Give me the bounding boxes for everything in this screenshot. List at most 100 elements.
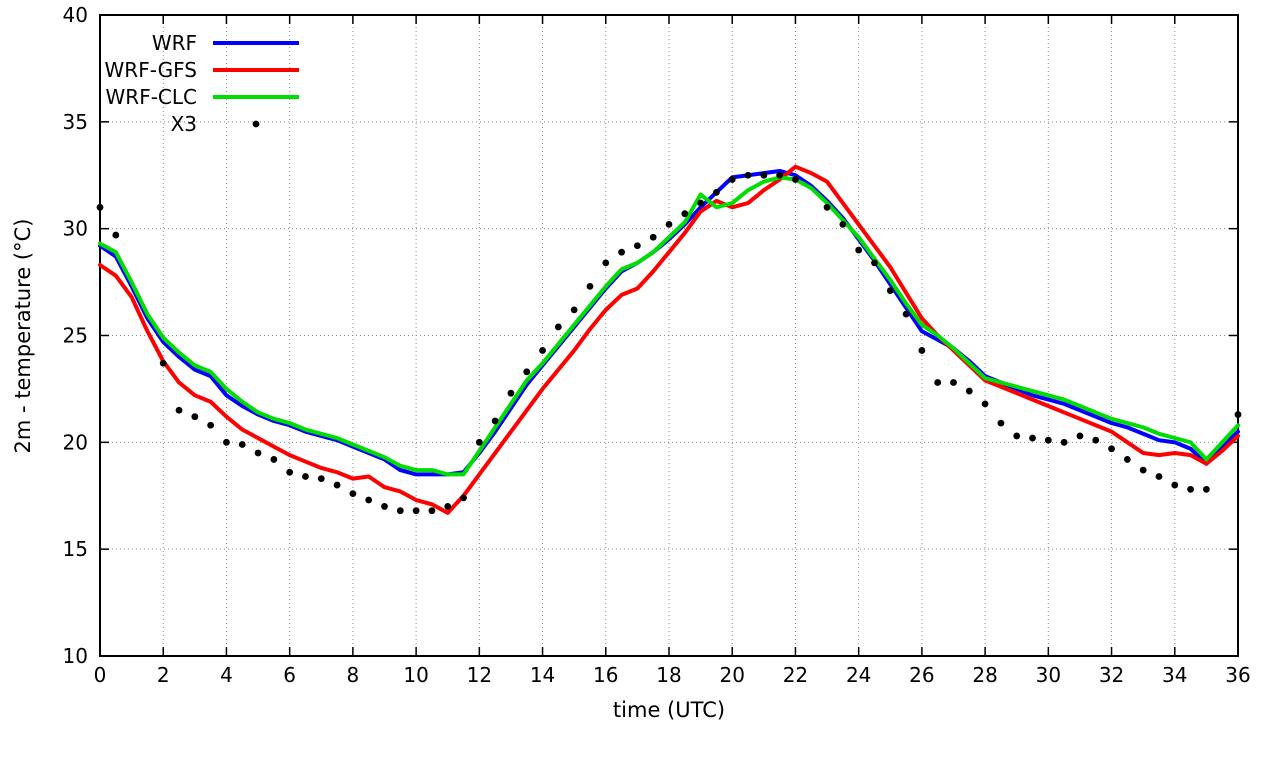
x3-point (491, 417, 499, 425)
x-tick-label: 6 (283, 663, 296, 687)
x-tick-label: 16 (593, 663, 618, 687)
x-tick-label: 32 (1099, 663, 1124, 687)
x3-point (1013, 432, 1021, 440)
x3-point (207, 421, 215, 429)
y-tick-label: 20 (63, 430, 88, 454)
x3-point (1044, 436, 1052, 444)
x3-point (997, 419, 1005, 427)
legend-entry-wrf-gfs: WRF-GFS (105, 58, 299, 82)
legend-entry-wrf-clc: WRF-CLC (106, 85, 299, 109)
x-tick-label: 36 (1225, 663, 1250, 687)
x3-point (950, 379, 957, 386)
legend-sample-x3 (252, 120, 260, 128)
x3-point (697, 199, 705, 207)
x3-point (665, 220, 673, 228)
x3-point (507, 389, 515, 397)
x3-point (554, 323, 562, 331)
x3-point (1234, 411, 1242, 418)
x3-point (1139, 466, 1147, 474)
x-tick-label: 18 (656, 663, 681, 687)
y-tick-label: 25 (63, 324, 88, 348)
y-tick-label: 40 (63, 3, 88, 27)
x3-point (302, 473, 309, 480)
x3-point (238, 441, 246, 448)
x3-point (539, 347, 546, 354)
x3-point (223, 438, 230, 446)
x-tick-label: 24 (846, 663, 871, 687)
y-tick-label: 10 (63, 644, 88, 668)
x3-point (460, 494, 467, 502)
x-tick-label: 22 (783, 663, 808, 687)
x3-point (886, 287, 894, 295)
x3-point (175, 406, 183, 414)
x3-point (317, 475, 325, 483)
x3-point (1092, 436, 1100, 444)
x-tick-label: 2 (157, 663, 170, 687)
legend-label-wrf-gfs: WRF-GFS (105, 58, 197, 82)
x3-point (1076, 432, 1084, 440)
wrf-line (98, 168, 1240, 477)
x3-point (286, 468, 294, 476)
y-axis-label: 2m - temperature (°C) (11, 219, 35, 454)
x3-point (918, 347, 926, 354)
legend-entry-wrf: WRF (152, 31, 299, 55)
x-tick-label: 0 (94, 663, 107, 687)
x3-point (1202, 485, 1210, 493)
x3-point (744, 171, 752, 179)
x3-point (855, 246, 863, 254)
x3-point (428, 507, 436, 515)
x3-point (1171, 481, 1179, 489)
legend: WRF WRF-GFS WRF-CLC X3 (105, 31, 299, 136)
x3-point (444, 503, 452, 510)
x3-point (365, 496, 373, 504)
wrf-gfs-line (98, 164, 1240, 515)
x-tick-label: 20 (719, 663, 744, 687)
y-tick-label: 15 (63, 537, 88, 561)
x3-point (618, 248, 625, 256)
x3-point (586, 282, 594, 290)
plot-border (99, 14, 1239, 657)
x3-point (792, 176, 799, 183)
legend-label-wrf: WRF (152, 31, 197, 55)
x3-point (112, 231, 120, 239)
x3-point (713, 188, 720, 196)
x3-point (1108, 445, 1115, 453)
x3-point (760, 171, 768, 179)
plot-border-rect (99, 14, 1239, 657)
x3-point (934, 379, 942, 386)
x-tick-label: 14 (530, 663, 555, 687)
x3-point (602, 259, 610, 267)
y-tick-label: 30 (63, 217, 88, 241)
data-series (96, 164, 1242, 515)
legend-label-wrf-clc: WRF-CLC (106, 85, 197, 109)
x3-point (823, 203, 831, 211)
x3-point (412, 507, 420, 515)
x-tick-label: 8 (347, 663, 360, 687)
wrf-clc-line (98, 175, 1240, 477)
x3-point (981, 400, 989, 408)
x-tick-label: 30 (1036, 663, 1061, 687)
x3-point (1029, 434, 1036, 442)
x-tick-label: 12 (467, 663, 492, 687)
x-tick-label: 10 (403, 663, 428, 687)
x3-point (965, 387, 973, 395)
x3-point (349, 490, 357, 498)
x3-point (523, 368, 531, 376)
x3-point (381, 503, 388, 510)
x3-point (1123, 456, 1131, 463)
x3-point (396, 507, 404, 515)
x3-point (728, 176, 736, 183)
x-tick-label: 28 (972, 663, 997, 687)
y-tick-label: 35 (63, 110, 88, 134)
x-tick-label: 26 (909, 663, 934, 687)
x3-point (649, 233, 657, 241)
x3-point (475, 438, 483, 446)
x-tick-label: 34 (1162, 663, 1187, 687)
x3-point (633, 242, 641, 250)
x-tick-label: 4 (220, 663, 233, 687)
tick-labels: 0 2 4 6 8 10 12 14 16 18 20 22 24 26 28 30 32 34 361015202… (63, 3, 1251, 687)
x3-point (1187, 485, 1194, 493)
x3-point (839, 220, 847, 228)
gridlines (99, 14, 1239, 657)
